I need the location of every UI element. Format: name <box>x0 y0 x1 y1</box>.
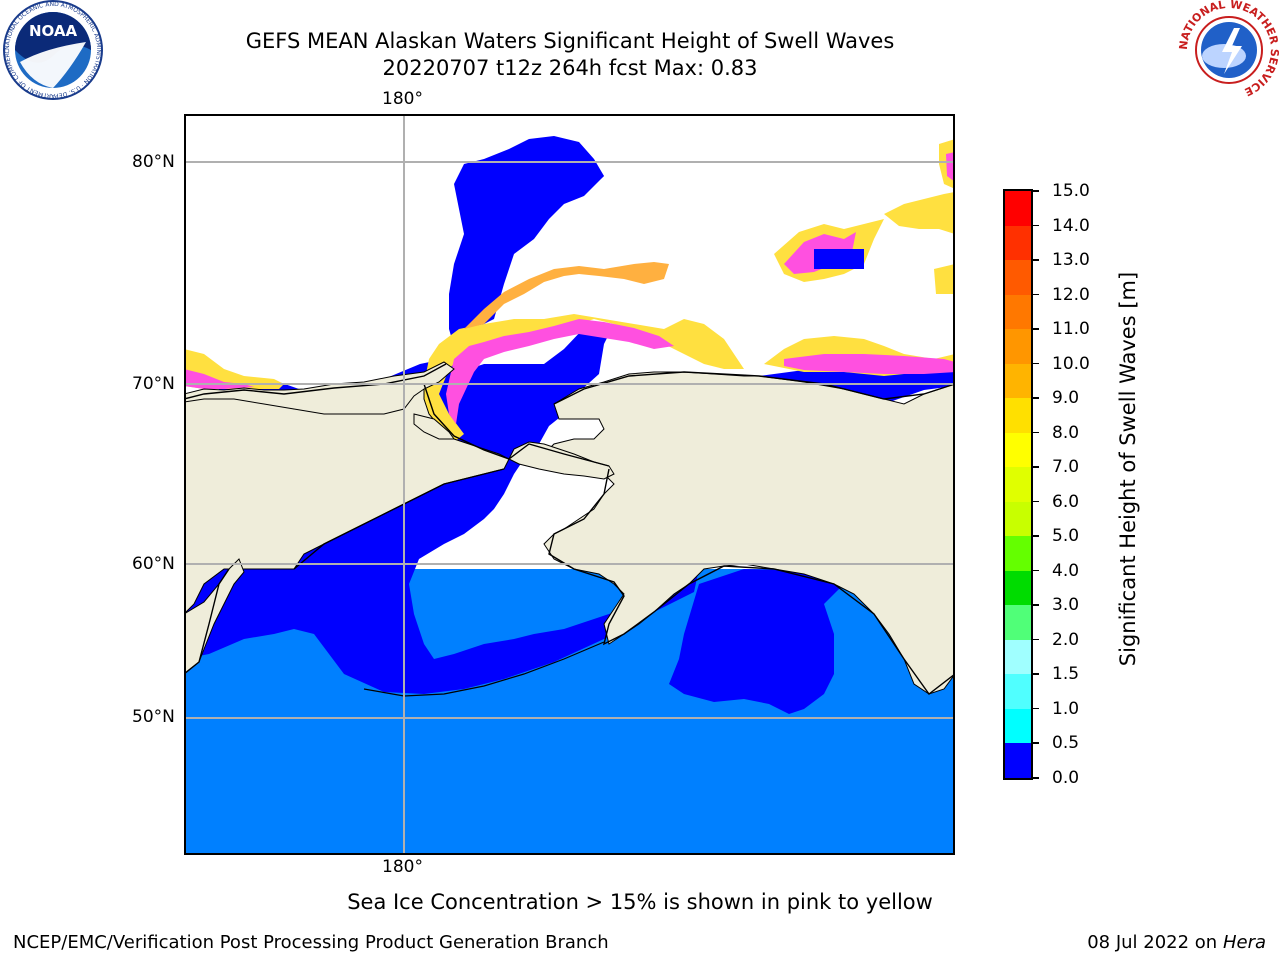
colorbar-segment <box>1005 570 1031 606</box>
coastline <box>185 363 447 400</box>
colorbar-segment <box>1005 467 1031 502</box>
colorbar-segment <box>1005 605 1031 640</box>
map-panel <box>184 114 955 855</box>
colorbar-segment <box>1005 191 1031 226</box>
colorbar-tick-label: 12.0 <box>1052 284 1090 305</box>
colorbar-tick-mark <box>1033 431 1039 434</box>
polynya-low-swell <box>814 249 864 269</box>
bering-sea-main-low-swell <box>185 392 699 694</box>
map-frame <box>184 114 955 855</box>
colorbar-segment <box>1005 432 1031 468</box>
colorbar-tick-mark <box>1033 293 1039 296</box>
colorbar-tick-label: 10.0 <box>1052 353 1090 374</box>
sea-ice-pink-chukchi <box>446 319 674 424</box>
colorbar-tick-label: 14.0 <box>1052 215 1090 236</box>
chukotka-tip <box>413 413 455 440</box>
lat-label-80: 80°N <box>132 152 175 172</box>
colorbar-ticks: 15.0 14.0 13.0 12.0 11.0 10.0 9.0 8.0 7.0 6.0 5.0 4… <box>1033 181 1113 788</box>
colorbar-tick-label: 1.5 <box>1052 664 1080 685</box>
colorbar-tick-label: 4.0 <box>1052 560 1080 581</box>
coastline <box>423 383 610 467</box>
colorbar-segment <box>1005 708 1031 744</box>
colorbar-segment <box>1005 329 1031 364</box>
colorbar-tick-label: 2.0 <box>1052 629 1080 650</box>
colorbar-segment <box>1005 398 1031 433</box>
colorbar-tick-mark <box>1033 638 1039 641</box>
footer-date: 08 Jul 2022 on Hera <box>1087 932 1266 953</box>
colorbar-segment <box>1005 294 1031 330</box>
svg-text:NOAA: NOAA <box>29 22 78 40</box>
sea-ice-far-ne-pink <box>946 152 954 182</box>
colorbar-segment <box>1005 501 1031 537</box>
colorbar-tick-label: 3.0 <box>1052 595 1080 616</box>
gulf-of-alaska-low-swell <box>669 569 844 714</box>
coastline <box>548 468 954 695</box>
colorbar-tick-label: 1.0 <box>1052 698 1080 719</box>
colorbar-tick-label: 9.0 <box>1052 388 1080 409</box>
footer-branch: NCEP/EMC/Verification Post Processing Pr… <box>13 932 609 953</box>
colorbar-tick-label: 15.0 <box>1052 181 1090 201</box>
colorbar-tick-mark <box>1033 224 1039 227</box>
colorbar-tick-label: 0.5 <box>1052 733 1080 754</box>
colorbar-tick-mark <box>1033 569 1039 572</box>
nws-logo: NATIONAL WEATHER SERVICE <box>1178 0 1280 98</box>
colorbar-label: Significant Height of Swell Waves [m] <box>1116 271 1140 667</box>
colorbar-segment <box>1005 225 1031 261</box>
colorbar-tick-mark <box>1033 673 1039 675</box>
colorbar-tick-mark <box>1033 397 1039 399</box>
sea-ice-chukchi-edge <box>464 262 669 329</box>
footer-date-text: 08 Jul 2022 on <box>1087 932 1223 953</box>
colorbar-segment <box>1005 260 1031 295</box>
lon-label-bottom: 180° <box>382 857 423 877</box>
sea-ice-chukchi <box>419 314 744 444</box>
sea-ice-beaufort-pink <box>784 354 954 374</box>
colorbar-tick-label: 7.0 <box>1052 457 1080 478</box>
colorbar-tick-mark <box>1033 777 1039 779</box>
sea-ice-note: Sea Ice Concentration > 15% is shown in … <box>347 890 933 914</box>
chart-title: GEFS MEAN Alaskan Waters Significant Hei… <box>245 29 895 53</box>
colorbar-segment <box>1005 639 1031 675</box>
colorbar-segment <box>1005 363 1031 399</box>
lat-label-50: 50°N <box>132 707 175 727</box>
lat-label-70: 70°N <box>132 374 175 394</box>
seward-peninsula <box>508 441 615 480</box>
colorbar-tick-mark <box>1033 190 1039 192</box>
sea-ice-ne-2 <box>934 264 954 294</box>
noaa-logo: NOAA NATIONAL OCEANIC AND ATMOSPHERIC AD… <box>0 0 103 100</box>
colorbar-tick-mark <box>1033 259 1039 261</box>
colorbar-segment <box>1005 536 1031 571</box>
colorbar-tick-mark <box>1033 362 1039 365</box>
colorbar-segment <box>1005 674 1031 709</box>
colorbar-tick-label: 6.0 <box>1052 491 1080 512</box>
colorbar-tick-label: 0.0 <box>1052 768 1080 788</box>
chart-subtitle: 20220707 t12z 264h fcst Max: 0.83 <box>382 56 758 80</box>
colorbar-tick-mark <box>1033 604 1039 606</box>
colorbar-tick-label: 11.0 <box>1052 319 1090 340</box>
coastline <box>185 568 230 675</box>
colorbar-tick-label: 5.0 <box>1052 526 1080 547</box>
colorbar-tick-mark <box>1033 535 1039 537</box>
footer-host: Hera <box>1222 932 1266 953</box>
colorbar-tick-label: 13.0 <box>1052 250 1090 271</box>
colorbar-tick-label: 8.0 <box>1052 422 1080 443</box>
colorbar-tick-mark <box>1033 500 1039 503</box>
colorbar-tick-mark <box>1033 466 1039 468</box>
lon-label-top: 180° <box>382 89 423 109</box>
colorbar-segment <box>1005 743 1031 778</box>
colorbar <box>1003 189 1033 780</box>
lat-label-60: 60°N <box>132 554 175 574</box>
colorbar-tick-mark <box>1033 707 1039 710</box>
sea-ice-ne-corner <box>884 192 954 234</box>
colorbar-tick-mark <box>1033 742 1039 744</box>
north-siberia-land <box>185 361 455 415</box>
colorbar-tick-mark <box>1033 328 1039 330</box>
